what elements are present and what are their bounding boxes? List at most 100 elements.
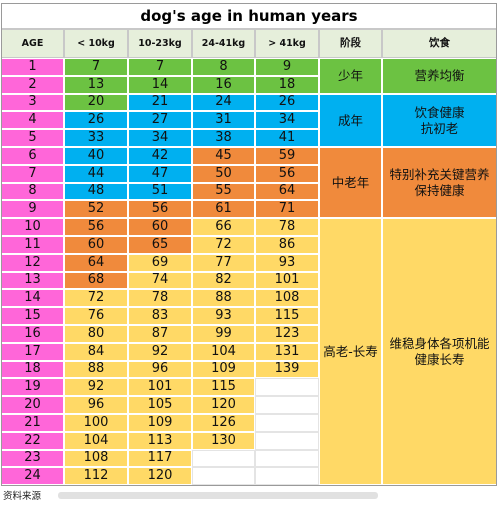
value-cell: 115 xyxy=(192,378,255,396)
value-cell: 60 xyxy=(64,236,128,254)
value-cell: 45 xyxy=(192,147,255,165)
empty-cell xyxy=(192,450,255,467)
value-cell: 64 xyxy=(64,254,128,272)
value-cell: 101 xyxy=(128,378,192,396)
value-cell: 50 xyxy=(192,165,255,183)
value-cell: 26 xyxy=(255,94,319,111)
value-cell: 113 xyxy=(128,432,192,450)
value-cell: 100 xyxy=(64,414,128,432)
value-cell: 74 xyxy=(128,272,192,289)
header-24-41kg: 24-41kg xyxy=(192,29,255,58)
value-cell: 41 xyxy=(255,129,319,147)
value-cell: 66 xyxy=(192,218,255,236)
age-cell: 2 xyxy=(1,76,64,94)
value-cell: 18 xyxy=(255,76,319,94)
value-cell: 87 xyxy=(128,325,192,343)
value-cell: 7 xyxy=(64,58,128,76)
age-cell: 4 xyxy=(1,111,64,129)
header-stage: 阶段 xyxy=(319,29,382,58)
age-cell: 21 xyxy=(1,414,64,432)
age-cell: 16 xyxy=(1,325,64,343)
age-cell: 23 xyxy=(1,450,64,467)
empty-cell xyxy=(255,432,319,450)
value-cell: 55 xyxy=(192,183,255,200)
value-cell: 88 xyxy=(64,361,128,378)
value-cell: 115 xyxy=(255,307,319,325)
value-cell: 60 xyxy=(128,218,192,236)
value-cell: 72 xyxy=(64,289,128,307)
value-cell: 21 xyxy=(128,94,192,111)
value-cell: 64 xyxy=(255,183,319,200)
value-cell: 76 xyxy=(64,307,128,325)
value-cell: 83 xyxy=(128,307,192,325)
value-cell: 52 xyxy=(64,200,128,218)
stage-cell: 中老年 xyxy=(319,147,382,218)
age-cell: 13 xyxy=(1,272,64,289)
value-cell: 104 xyxy=(64,432,128,450)
value-cell: 123 xyxy=(255,325,319,343)
value-cell: 59 xyxy=(255,147,319,165)
value-cell: 14 xyxy=(128,76,192,94)
age-cell: 3 xyxy=(1,94,64,111)
value-cell: 47 xyxy=(128,165,192,183)
value-cell: 34 xyxy=(255,111,319,129)
value-cell: 130 xyxy=(192,432,255,450)
value-cell: 72 xyxy=(192,236,255,254)
value-cell: 96 xyxy=(128,361,192,378)
stage-cell: 少年 xyxy=(319,58,382,94)
value-cell: 104 xyxy=(192,343,255,361)
value-cell: 112 xyxy=(64,467,128,485)
value-cell: 56 xyxy=(64,218,128,236)
value-cell: 31 xyxy=(192,111,255,129)
value-cell: 108 xyxy=(64,450,128,467)
value-cell: 105 xyxy=(128,396,192,414)
value-cell: 16 xyxy=(192,76,255,94)
age-cell: 1 xyxy=(1,58,64,76)
value-cell: 92 xyxy=(128,343,192,361)
value-cell: 99 xyxy=(192,325,255,343)
diet-cell: 特别补充关键营养 保持健康 xyxy=(382,147,497,218)
value-cell: 56 xyxy=(255,165,319,183)
value-cell: 13 xyxy=(64,76,128,94)
age-cell: 6 xyxy=(1,147,64,165)
value-cell: 139 xyxy=(255,361,319,378)
value-cell: 38 xyxy=(192,129,255,147)
header-age: AGE xyxy=(1,29,64,58)
value-cell: 126 xyxy=(192,414,255,432)
header-under-10kg: < 10kg xyxy=(64,29,128,58)
diet-cell: 饮食健康 抗初老 xyxy=(382,94,497,147)
empty-cell xyxy=(255,414,319,432)
value-cell: 44 xyxy=(64,165,128,183)
age-cell: 19 xyxy=(1,378,64,396)
value-cell: 20 xyxy=(64,94,128,111)
age-cell: 5 xyxy=(1,129,64,147)
value-cell: 68 xyxy=(64,272,128,289)
diet-cell: 维稳身体各项机能 健康长寿 xyxy=(382,218,497,485)
age-cell: 22 xyxy=(1,432,64,450)
age-cell: 15 xyxy=(1,307,64,325)
header-over-41kg: > 41kg xyxy=(255,29,319,58)
value-cell: 26 xyxy=(64,111,128,129)
value-cell: 93 xyxy=(255,254,319,272)
value-cell: 40 xyxy=(64,147,128,165)
header-10-23kg: 10-23kg xyxy=(128,29,192,58)
header-diet: 饮食 xyxy=(382,29,497,58)
empty-cell xyxy=(255,450,319,467)
value-cell: 78 xyxy=(255,218,319,236)
table-title: dog's age in human years xyxy=(1,3,497,29)
value-cell: 33 xyxy=(64,129,128,147)
diet-cell: 营养均衡 xyxy=(382,58,497,94)
value-cell: 109 xyxy=(192,361,255,378)
value-cell: 86 xyxy=(255,236,319,254)
age-cell: 11 xyxy=(1,236,64,254)
value-cell: 69 xyxy=(128,254,192,272)
redacted-source-text xyxy=(58,492,378,499)
value-cell: 56 xyxy=(128,200,192,218)
value-cell: 117 xyxy=(128,450,192,467)
stage-cell: 成年 xyxy=(319,94,382,147)
age-cell: 17 xyxy=(1,343,64,361)
value-cell: 27 xyxy=(128,111,192,129)
empty-cell xyxy=(255,467,319,485)
value-cell: 78 xyxy=(128,289,192,307)
